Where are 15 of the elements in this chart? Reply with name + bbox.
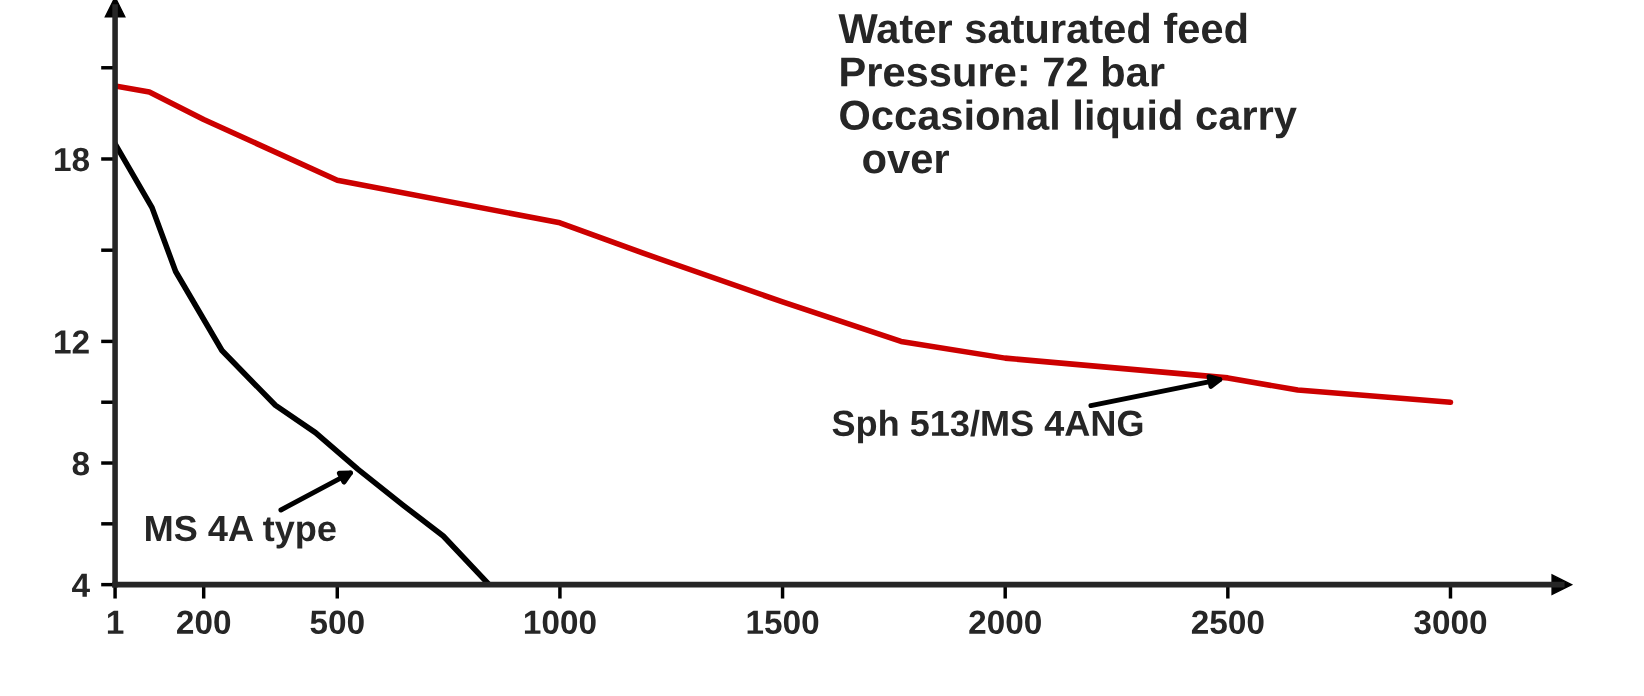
x-tick-label: 2500 bbox=[1191, 610, 1264, 635]
y-tick-label: 8 bbox=[72, 451, 90, 476]
y-tick-label: 12 bbox=[55, 330, 89, 354]
x-tick-label: 500 bbox=[310, 610, 364, 635]
annotation: MS 4A type bbox=[146, 515, 336, 549]
annotation: Sph 513/MS 4ANG bbox=[832, 409, 1143, 444]
x-tick-label: 1000 bbox=[524, 610, 596, 635]
x-tick-label: 2000 bbox=[969, 610, 1041, 635]
x-tick-label: 1 bbox=[107, 610, 124, 634]
y-tick-label: 4 bbox=[72, 573, 90, 597]
x-tick-label: 1500 bbox=[747, 610, 819, 635]
annotation: Water saturated feed Pressure: 72 bar Occasional liquid carry over bbox=[838, 12, 1297, 174]
x-tick-label: 200 bbox=[177, 610, 231, 635]
x-tick-label: 3000 bbox=[1414, 610, 1487, 635]
y-tick-label: 18 bbox=[55, 147, 90, 172]
